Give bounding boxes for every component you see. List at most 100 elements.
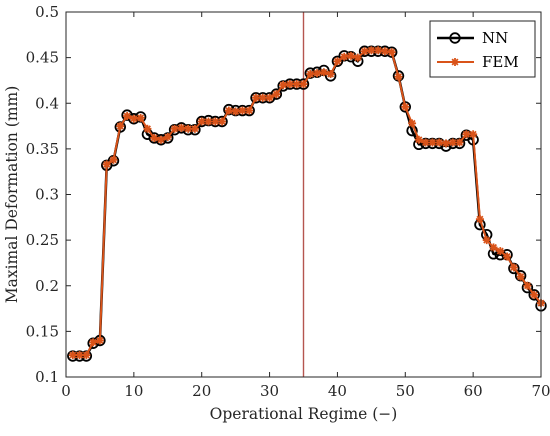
fem-point <box>340 52 349 61</box>
fem-point <box>211 117 220 126</box>
fem-point <box>143 124 152 133</box>
y-tick-label: 0.4 <box>35 94 59 112</box>
series-fem <box>68 46 545 360</box>
fem-point <box>238 106 247 115</box>
fem-point <box>279 81 288 89</box>
legend-entry-fem: FEM <box>437 53 519 71</box>
fem-point <box>326 70 335 79</box>
fem-point <box>102 160 111 169</box>
ticks-layer: 0 10 20 30 40 50 60 70 0.1 0.15 0.2 0.25 0.3 0.35 0.4 0… <box>26 3 550 400</box>
y-tick-label: 0.5 <box>35 3 59 21</box>
fem-point <box>258 93 267 102</box>
fem-point <box>150 133 159 142</box>
fem-point <box>435 138 444 147</box>
fem-point <box>530 290 539 299</box>
fem-point <box>374 46 383 55</box>
fem-point <box>218 117 227 126</box>
legend-entry-nn: NN <box>437 29 508 47</box>
fem-point <box>408 119 417 128</box>
fem-point <box>306 70 315 79</box>
fem-point <box>272 90 281 99</box>
x-tick-label: 10 <box>124 382 143 400</box>
fem-point <box>333 57 342 66</box>
fem-point <box>116 122 125 131</box>
fem-point <box>475 215 484 224</box>
fem-point <box>129 114 138 123</box>
y-axis-title: Maximal Deformation (mm) <box>3 86 21 304</box>
legend-label: NN <box>482 29 508 47</box>
fem-point <box>360 47 369 56</box>
fem-point <box>489 243 498 252</box>
legend-box <box>429 20 536 78</box>
fem-point <box>95 336 104 345</box>
y-tick-label: 0.25 <box>26 231 59 249</box>
y-tick-label: 0.45 <box>26 49 59 67</box>
x-axis-title: Operational Regime (−) <box>210 405 398 423</box>
legend-circle-marker <box>449 32 461 44</box>
fem-point <box>204 117 213 126</box>
fem-point <box>455 138 464 147</box>
fem-point <box>184 124 193 133</box>
fem-point <box>224 106 233 115</box>
series-line-fem <box>72 49 542 357</box>
fem-point <box>292 80 301 89</box>
fem-point <box>190 124 199 133</box>
fem-point <box>136 113 145 122</box>
fem-point <box>523 281 532 290</box>
fem-point <box>82 351 91 360</box>
legend-asterisk-marker <box>451 58 459 66</box>
x-tick-label: 60 <box>464 382 483 400</box>
fem-point <box>448 138 457 147</box>
marks-layer <box>67 12 547 377</box>
fem-point <box>394 72 403 81</box>
fem-point <box>380 47 389 56</box>
x-tick-label: 20 <box>192 382 211 400</box>
fem-point <box>428 138 437 147</box>
x-tick-label: 30 <box>260 382 279 400</box>
fem-point <box>123 112 132 121</box>
nn-point <box>528 289 540 301</box>
x-tick-label: 50 <box>396 382 415 400</box>
fem-point <box>421 138 430 147</box>
x-tick-label: 40 <box>328 382 347 400</box>
fem-point <box>367 46 376 55</box>
fem-point <box>414 135 423 144</box>
fem-point <box>68 351 77 360</box>
y-tick-label: 0.15 <box>26 322 59 340</box>
fem-point <box>347 51 355 60</box>
nn-point <box>399 101 411 113</box>
fem-point <box>170 124 179 133</box>
fem-point <box>109 155 118 164</box>
fem-point <box>177 123 186 132</box>
fem-point <box>231 107 240 116</box>
y-tick-label: 0.1 <box>35 368 59 386</box>
fem-point <box>353 53 362 62</box>
fem-point <box>313 69 322 78</box>
fem-point <box>482 236 491 245</box>
fem-point <box>319 68 328 77</box>
y-tick-label: 0.3 <box>35 186 59 204</box>
fem-point <box>89 338 98 347</box>
fem-point <box>157 135 165 144</box>
x-tick-label: 0 <box>61 382 71 400</box>
fem-point <box>75 351 84 360</box>
y-tick-label: 0.2 <box>35 277 59 295</box>
y-tick-label: 0.35 <box>26 140 59 158</box>
legend-label: FEM <box>482 53 519 71</box>
x-tick-label: 70 <box>531 382 550 400</box>
fem-point <box>265 93 274 102</box>
fem-point <box>245 106 254 115</box>
fem-point <box>516 272 525 281</box>
nn-point <box>270 88 283 100</box>
fem-point <box>469 130 478 139</box>
fem-point <box>503 252 512 261</box>
fem-point <box>285 80 294 89</box>
fem-point <box>197 117 206 126</box>
fem-point <box>509 263 518 272</box>
fem-point <box>299 80 308 89</box>
fem-point <box>252 93 260 102</box>
legend: NN FEM <box>429 20 536 78</box>
fem-point <box>462 130 471 139</box>
nn-point <box>331 55 344 67</box>
